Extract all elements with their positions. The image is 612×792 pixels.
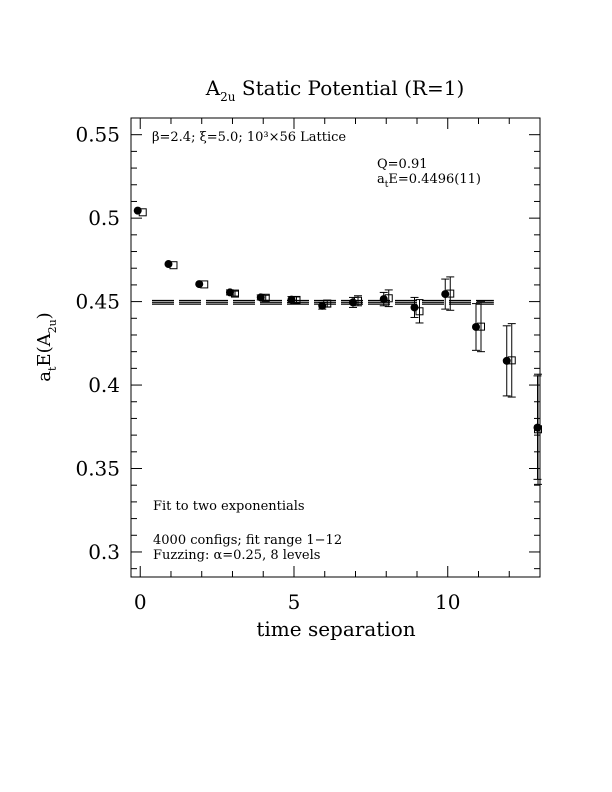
y-tick-label: 0.4 [88, 373, 120, 397]
x-tick-label: 5 [288, 590, 301, 614]
y-tick-label: 0.3 [88, 540, 120, 564]
x-axis-label: time separation [256, 617, 415, 641]
data-point-circle [133, 206, 142, 215]
data-point-square [353, 296, 362, 305]
data-point-square [507, 356, 516, 365]
data-point-square [446, 289, 455, 298]
data-markers [133, 206, 542, 434]
chart-title: A2u Static Potential (R=1) [205, 76, 465, 104]
error-bars [225, 276, 542, 485]
fit-value-annotation: atE=0.4496(11) [377, 172, 481, 190]
data-point-circle [318, 301, 327, 310]
data-point-square [415, 307, 424, 316]
y-tick-label: 0.35 [75, 457, 120, 481]
y-tick-labels: 0.3 0.35 0.4 0.45 0.5 0.55 [75, 123, 120, 564]
y-tick-label: 0.5 [88, 206, 120, 230]
axis-ticks [131, 118, 541, 577]
x-tick-labels: 0 5 10 [134, 590, 461, 614]
x-tick-label: 10 [435, 590, 460, 614]
lattice-annotation: β=2.4; ξ=5.0; 10³×56 Lattice [152, 130, 346, 145]
fuzzing-annotation: Fuzzing: α=0.25, 8 levels [153, 548, 320, 563]
data-point-circle [348, 298, 357, 307]
data-point-square [138, 208, 147, 217]
data-point-square [169, 261, 178, 270]
q-annotation: Q=0.91 [377, 157, 428, 172]
data-point-square [384, 294, 393, 303]
data-point-square [261, 293, 270, 302]
plot-frame [130, 117, 541, 578]
x-tick-label: 0 [134, 590, 147, 614]
data-point-square [476, 322, 485, 331]
data-point-square [200, 280, 209, 289]
data-point-square [292, 295, 301, 304]
data-point-square [534, 425, 542, 434]
y-axis-label: atE(A2u) [34, 312, 59, 381]
data-point-square [230, 289, 239, 298]
data-point-square [323, 299, 332, 308]
y-tick-label: 0.45 [75, 290, 120, 314]
fit-type-annotation: Fit to two exponentials [153, 499, 305, 514]
y-tick-label: 0.55 [75, 123, 120, 147]
configs-annotation: 4000 configs; fit range 1−12 [153, 533, 342, 548]
